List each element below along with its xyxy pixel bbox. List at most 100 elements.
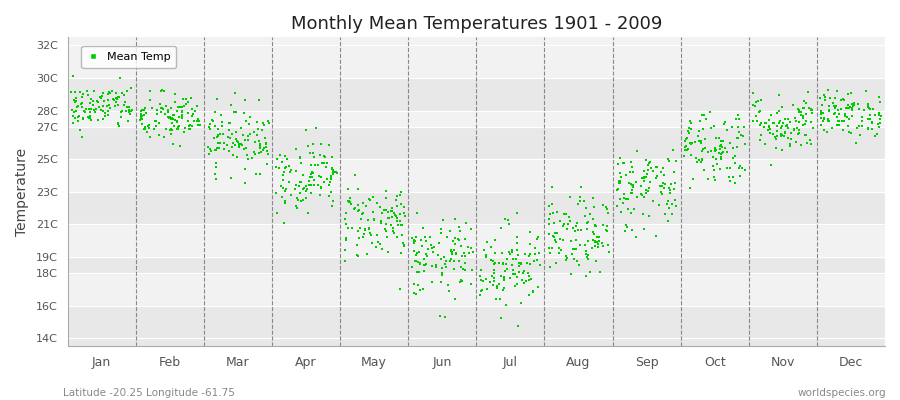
Point (695, 148, 709, 154)
Point (565, 251, 580, 257)
Point (452, 224, 466, 230)
Point (346, 206, 361, 212)
Point (435, 265, 449, 272)
Point (519, 278, 534, 284)
Point (283, 179, 297, 185)
Point (215, 118, 230, 125)
Point (772, 91, 787, 98)
Point (447, 266, 462, 272)
Point (499, 261, 513, 267)
Point (750, 118, 764, 124)
Point (102, 102, 116, 108)
Point (814, 115, 829, 121)
Point (545, 245, 560, 252)
Point (731, 134, 745, 141)
Point (408, 238, 422, 244)
Point (384, 205, 399, 212)
Point (101, 112, 115, 118)
Point (517, 268, 531, 275)
Point (394, 222, 409, 229)
Point (416, 286, 430, 292)
Point (591, 237, 606, 244)
Point (618, 228, 633, 235)
Point (612, 178, 626, 184)
Point (509, 234, 524, 240)
Point (734, 132, 749, 138)
Point (207, 134, 221, 141)
Point (495, 261, 509, 268)
Point (140, 110, 154, 117)
Point (421, 246, 436, 253)
Point (238, 146, 252, 152)
Point (681, 124, 696, 131)
Point (753, 122, 768, 128)
Point (860, 104, 875, 110)
Point (508, 256, 523, 262)
Point (452, 236, 466, 243)
Point (873, 120, 887, 126)
Point (338, 216, 352, 222)
Point (842, 104, 857, 110)
Point (774, 124, 788, 131)
Point (836, 96, 850, 102)
Point (720, 165, 734, 172)
Point (320, 160, 335, 166)
Point (122, 109, 137, 115)
Point (397, 204, 411, 210)
Point (75, 104, 89, 110)
Point (284, 192, 298, 199)
Point (385, 214, 400, 220)
Point (148, 126, 162, 132)
Point (212, 139, 227, 146)
Point (662, 205, 677, 212)
Point (411, 269, 426, 276)
Point (234, 141, 248, 148)
Point (385, 208, 400, 215)
Point (325, 203, 339, 209)
Point (490, 284, 504, 291)
Point (444, 247, 458, 254)
Point (165, 114, 179, 121)
Point (428, 264, 443, 270)
Point (639, 186, 653, 193)
Point (407, 248, 421, 254)
Point (653, 183, 668, 189)
Point (390, 214, 404, 221)
Point (425, 245, 439, 251)
Point (642, 160, 656, 166)
Point (852, 106, 867, 112)
Point (90, 99, 104, 105)
Point (68, 94, 83, 101)
Point (182, 126, 196, 133)
Point (208, 109, 222, 116)
Point (464, 281, 478, 287)
Point (82, 115, 96, 121)
Point (168, 117, 183, 124)
Point (616, 160, 630, 166)
Point (762, 123, 777, 130)
Point (394, 221, 409, 228)
Point (412, 260, 427, 267)
Point (509, 274, 524, 280)
Point (292, 154, 307, 160)
Point (842, 105, 856, 112)
Point (342, 199, 356, 205)
Point (133, 117, 148, 123)
Point (386, 230, 400, 236)
Point (573, 194, 588, 200)
Point (611, 161, 625, 168)
Point (138, 105, 152, 111)
Point (454, 278, 469, 284)
Point (382, 214, 396, 221)
Point (416, 225, 430, 232)
Point (454, 264, 468, 270)
Point (778, 130, 792, 136)
Point (123, 110, 138, 117)
Point (273, 152, 287, 158)
Point (251, 138, 266, 144)
Point (580, 256, 595, 262)
Point (397, 210, 411, 216)
Point (658, 181, 672, 188)
Point (208, 176, 222, 182)
Point (284, 166, 298, 173)
